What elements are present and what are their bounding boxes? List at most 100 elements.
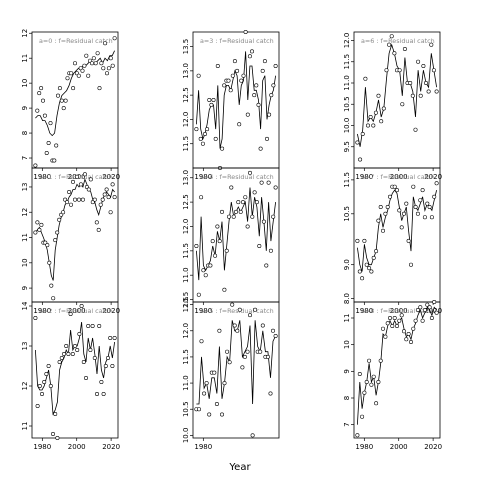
observed-point — [112, 335, 117, 340]
fitted-line — [196, 320, 276, 405]
observed-point — [415, 307, 420, 312]
observed-point — [379, 119, 384, 124]
observed-point — [238, 209, 243, 214]
observed-point — [427, 205, 432, 210]
observed-point — [73, 343, 78, 348]
observed-point — [267, 112, 272, 117]
observed-point — [82, 172, 87, 177]
observed-point — [429, 42, 434, 47]
observed-point — [220, 412, 225, 417]
observed-point — [400, 102, 405, 107]
observed-point — [418, 93, 423, 98]
observed-point — [196, 73, 201, 78]
observed-point — [104, 187, 109, 192]
observed-point — [208, 263, 213, 268]
observed-point — [217, 328, 222, 333]
observed-point — [378, 205, 383, 210]
observed-point — [205, 127, 210, 132]
observed-point — [243, 195, 248, 200]
strip-label: a=8 : f=Residual catch — [361, 307, 435, 315]
observed-point — [46, 141, 51, 146]
observed-point — [418, 198, 423, 203]
observed-point — [215, 224, 220, 229]
panel-a1: a=1 : f=Residual catch910111213198020002… — [21, 167, 120, 315]
x-tick-label: 2020 — [424, 173, 442, 181]
observed-point — [429, 215, 434, 220]
x-tick-label: 2020 — [102, 173, 120, 181]
observed-point — [422, 307, 427, 312]
observed-point — [98, 202, 103, 207]
x-tick-label: 2020 — [102, 443, 120, 451]
x-tick-label: 2000 — [68, 443, 86, 451]
y-tick-label: 12.0 — [182, 323, 190, 339]
observed-point — [260, 68, 265, 73]
observed-point — [273, 185, 278, 190]
observed-point — [213, 253, 218, 258]
y-tick-label: 11.5 — [182, 349, 190, 365]
panels-group: a=0 : f=Residual catch 7 8 9 10 11 12 1980 2000 2… — [21, 29, 442, 451]
observed-point — [247, 54, 252, 59]
observed-point — [106, 195, 111, 200]
observed-point — [235, 68, 240, 73]
observed-point — [52, 158, 57, 163]
observed-point — [92, 197, 97, 202]
observed-point — [103, 363, 108, 368]
y-tick-label: 11.5 — [343, 172, 351, 188]
observed-point — [61, 351, 66, 356]
y-tick-label: 12.0 — [182, 219, 190, 235]
observed-point — [33, 230, 38, 235]
observed-point — [88, 177, 93, 182]
y-tick-label: 12 — [21, 382, 29, 391]
panel-frame — [31, 301, 119, 439]
observed-point — [387, 42, 392, 47]
observed-point — [95, 391, 100, 396]
observed-point — [420, 318, 425, 323]
observed-point — [241, 200, 246, 205]
observed-point — [71, 179, 76, 184]
observed-point — [240, 365, 245, 370]
observed-point — [112, 36, 117, 41]
observed-point — [102, 192, 107, 197]
observed-point — [79, 303, 84, 308]
observed-point — [108, 210, 113, 215]
observed-point — [61, 210, 66, 215]
strip-label: a=7 : f=Residual catch — [361, 173, 435, 181]
y-tick-label: 12.0 — [182, 112, 190, 128]
observed-point — [99, 61, 104, 66]
observed-point — [39, 222, 44, 227]
observed-point — [202, 391, 207, 396]
y-tick-label: 9.5 — [343, 141, 351, 152]
observed-point — [363, 76, 368, 81]
observed-point — [434, 181, 439, 186]
panel-a6: a=6 : f=Residual catch 9.5 10.0 10.5 11.0 11.… — [343, 31, 442, 181]
observed-point — [197, 407, 202, 412]
strip-label: a=2 : f=Residual catch — [39, 307, 113, 315]
observed-point — [101, 66, 106, 71]
observed-point — [413, 318, 418, 323]
y-tick-label: 12.0 — [343, 33, 351, 49]
observed-point — [371, 255, 376, 260]
observed-point — [86, 73, 91, 78]
observed-point — [242, 354, 247, 359]
y-tick-label: 10.5 — [343, 96, 351, 112]
observed-point — [49, 283, 54, 288]
observed-point — [383, 334, 388, 339]
observed-point — [54, 143, 59, 148]
observed-point — [92, 355, 97, 360]
observed-point — [204, 381, 209, 386]
y-tick-label: 11 — [21, 422, 29, 431]
y-tick-label: 13 — [21, 342, 29, 351]
observed-point — [355, 433, 360, 438]
observed-point — [81, 359, 86, 364]
observed-point — [212, 370, 217, 375]
observed-point — [90, 323, 95, 328]
observed-point — [207, 98, 212, 103]
observed-point — [229, 185, 234, 190]
panel-frame — [192, 167, 280, 303]
y-tick-label: 10 — [343, 340, 351, 349]
observed-point — [33, 163, 38, 168]
observed-point — [35, 220, 40, 225]
observed-point — [394, 188, 399, 193]
observed-point — [69, 202, 74, 207]
observed-point — [401, 211, 406, 216]
